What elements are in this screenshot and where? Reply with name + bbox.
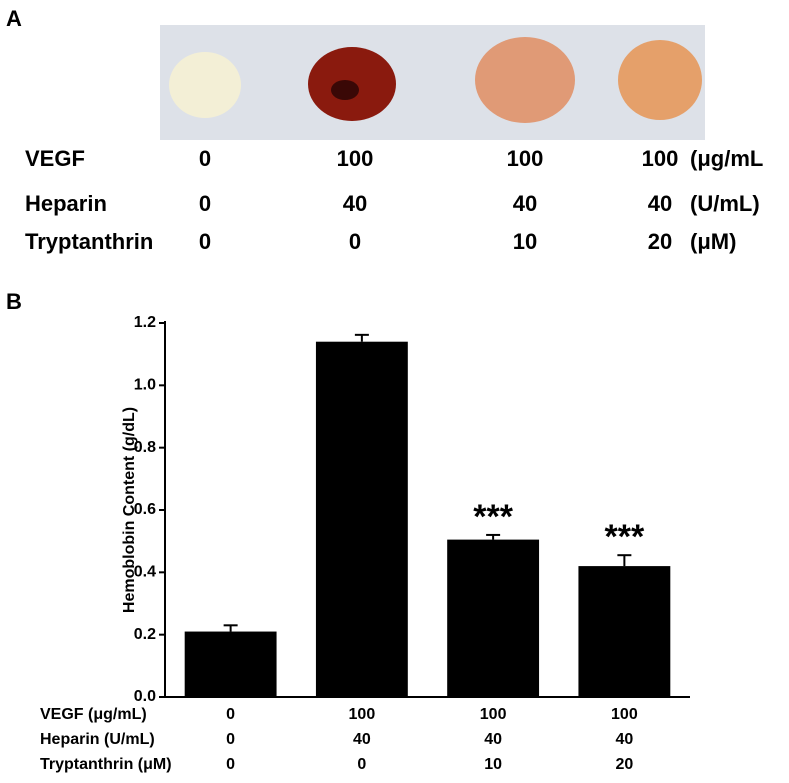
cell: 20 [648, 229, 672, 254]
x-tick-label: 0 [226, 706, 235, 723]
cell: 40 [513, 191, 537, 216]
row-label: Tryptanthrin (μM) [40, 756, 172, 773]
plug [169, 52, 241, 118]
cell: 40 [648, 191, 672, 216]
unit: (μg/mL [690, 146, 763, 171]
row-label: Tryptanthrin [25, 229, 153, 254]
bar [447, 539, 540, 697]
unit: (U/mL) [690, 191, 760, 216]
panel-label: A [6, 6, 22, 31]
unit: (μM) [690, 229, 736, 254]
error-bar [354, 333, 369, 342]
plug-dark [331, 80, 359, 100]
cell: 100 [337, 146, 374, 171]
y-axis-label: Hemoblobin Content (g/dL) [121, 407, 138, 613]
plug [475, 37, 575, 123]
x-tick-label: 40 [615, 731, 633, 748]
bar [578, 566, 671, 697]
x-tick-label: 20 [615, 756, 633, 773]
row-label: VEGF (μg/mL) [40, 706, 147, 723]
y-tick-label: 0.0 [134, 688, 156, 705]
y-tick-label: 1.0 [134, 377, 156, 394]
error-bar [486, 533, 501, 540]
y-tick-label: 0.6 [134, 501, 156, 518]
cell: 40 [343, 191, 367, 216]
plug [618, 40, 702, 120]
y-tick-label: 1.2 [134, 314, 156, 331]
y-tick-label: 0.8 [134, 439, 156, 456]
significance: *** [605, 518, 645, 556]
bar [315, 341, 408, 697]
x-tick-label: 10 [484, 756, 502, 773]
error-bar [617, 554, 632, 567]
y-tick-label: 0.4 [134, 564, 156, 581]
panel-label: B [6, 289, 22, 314]
cell: 0 [199, 146, 211, 171]
x-tick-label: 100 [349, 706, 376, 723]
cell: 100 [642, 146, 679, 171]
cell: 10 [513, 229, 537, 254]
error-bar [223, 624, 238, 632]
x-tick-label: 0 [357, 756, 366, 773]
cell: 100 [507, 146, 544, 171]
x-tick-label: 0 [226, 731, 235, 748]
photo [160, 25, 705, 140]
row-label: VEGF [25, 146, 85, 171]
x-tick-label: 40 [353, 731, 371, 748]
cell: 0 [199, 229, 211, 254]
bar [184, 631, 277, 697]
x-tick-label: 100 [480, 706, 507, 723]
x-tick-label: 0 [226, 756, 235, 773]
x-tick-label: 100 [611, 706, 638, 723]
y-tick-label: 0.2 [134, 626, 156, 643]
significance: *** [473, 498, 513, 536]
row-label: Heparin [25, 191, 107, 216]
x-tick-label: 40 [484, 731, 502, 748]
row-label: Heparin (U/mL) [40, 731, 155, 748]
cell: 0 [349, 229, 361, 254]
cell: 0 [199, 191, 211, 216]
